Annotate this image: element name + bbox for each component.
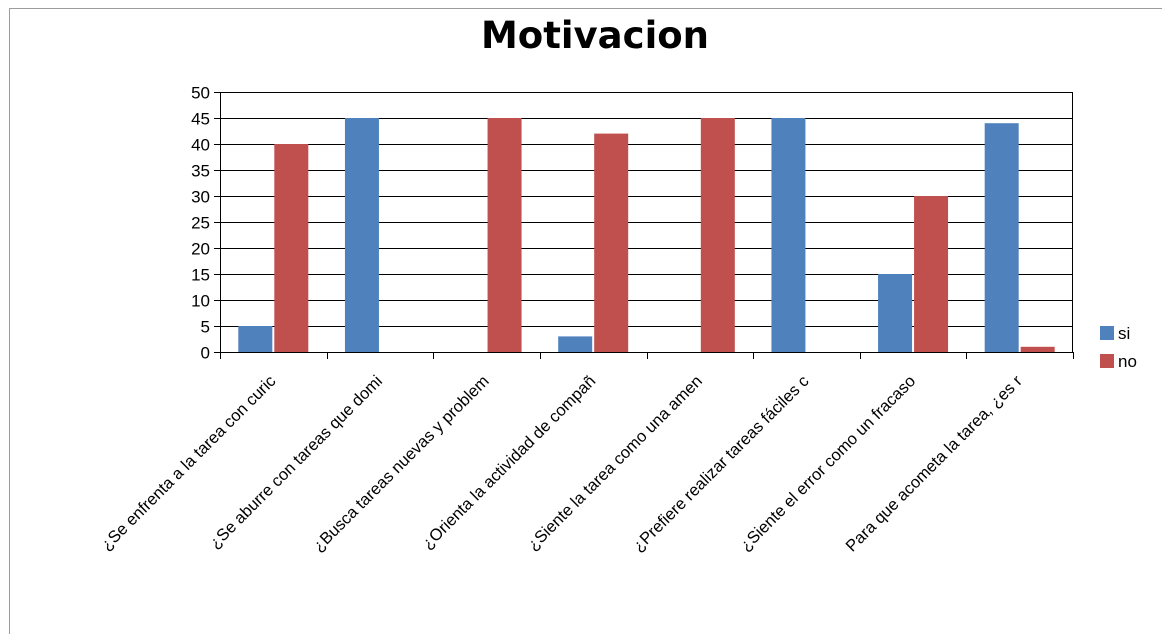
x-category-label: Para que acometa la tarea, ¿es r xyxy=(843,372,1027,556)
y-tick-label: 15 xyxy=(191,266,210,285)
bar-no xyxy=(1020,346,1055,352)
x-category-label: ¿Se aburre con tareas que domi xyxy=(206,372,386,552)
y-tick-label: 25 xyxy=(191,214,210,233)
y-tick-label: 30 xyxy=(191,188,210,207)
y-axis-ticks: 0 5 10 15 20 25 30 35 40 45 50 xyxy=(191,84,210,363)
y-tick-label: 20 xyxy=(191,240,210,259)
frame-left-border xyxy=(9,8,10,634)
y-tick-label: 10 xyxy=(191,292,210,311)
legend-swatch-no xyxy=(1100,354,1114,368)
bar-no xyxy=(274,144,309,352)
x-axis-labels: ¿Se enfrenta a la tarea con curic¿Se abu… xyxy=(97,372,1026,556)
bar-no xyxy=(700,118,735,352)
legend-label-no: no xyxy=(1118,352,1137,371)
x-category-label: ¿Orienta la actividad de compañ xyxy=(419,372,600,553)
legend: si no xyxy=(1100,324,1137,371)
legend-swatch-si xyxy=(1100,326,1114,340)
y-tick-label: 5 xyxy=(201,318,210,337)
x-category-label: ¿Prefiere realizar tareas fáciles c xyxy=(629,372,812,555)
bar-si xyxy=(771,118,806,352)
chart-title: Motivacion xyxy=(480,14,710,57)
bar-si xyxy=(238,326,273,352)
x-category-label: ¿Se enfrenta a la tarea con curic xyxy=(97,372,279,554)
legend-label-si: si xyxy=(1118,324,1130,343)
bar-no xyxy=(914,196,949,352)
x-category-label: ¿Siente el error como un fracaso xyxy=(737,372,920,555)
frame-top-border xyxy=(9,8,1162,9)
bars xyxy=(238,118,1055,352)
y-tick-label: 35 xyxy=(191,162,210,181)
x-category-label: ¿Siente la tarea como una amen xyxy=(524,372,706,554)
y-tick-label: 45 xyxy=(191,110,210,129)
bar-si xyxy=(344,118,379,352)
bar-no xyxy=(487,118,522,352)
y-tick-label: 40 xyxy=(191,136,210,155)
y-tick-label: 0 xyxy=(201,344,210,363)
bar-no xyxy=(594,133,629,352)
bar-si xyxy=(984,123,1019,352)
axes xyxy=(214,92,1074,359)
x-category-label: ¿Busca tareas nuevas y problem xyxy=(309,372,492,555)
y-tick-label: 50 xyxy=(191,84,210,103)
bar-si xyxy=(558,336,593,352)
bar-si xyxy=(878,274,913,352)
